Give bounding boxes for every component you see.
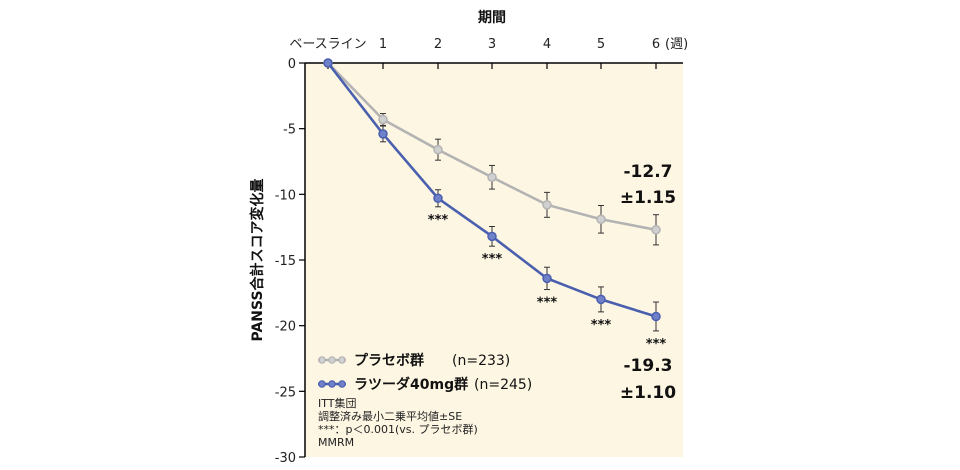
data-point [651, 225, 661, 235]
significance-marker: *** [428, 213, 449, 228]
data-point [433, 193, 443, 204]
significance-marker: *** [537, 296, 558, 311]
x-tick-label: ベースライン [289, 37, 366, 52]
y-tick-label: -30 [275, 451, 296, 466]
data-point [487, 231, 497, 242]
data-point [596, 214, 606, 225]
y-tick-label: -25 [275, 385, 296, 400]
x-tick-label: 2 [434, 37, 442, 52]
legend-name: プラセボ群 [354, 352, 424, 369]
legend-swatch-point [338, 380, 346, 388]
series-1 [323, 58, 661, 332]
placebo-end-se: ±1.15 [620, 188, 676, 208]
y-axis-title: PANSS合計スコア変化量 [249, 178, 266, 341]
significance-marker: *** [591, 318, 612, 333]
x-tick-label: 6 [652, 37, 660, 52]
legend-swatch-point [328, 380, 336, 388]
x-tick-label: 5 [597, 37, 605, 52]
data-point [542, 273, 552, 284]
y-tick-label: 0 [288, 57, 296, 72]
x-tick-label: 4 [543, 37, 551, 52]
legend: プラセボ群 (n=233) ラツーダ40mg群 (n=245) [318, 352, 532, 393]
legend-swatch-point [338, 356, 346, 364]
legend-swatch-point [318, 356, 326, 364]
note-line: ITT集団 [318, 396, 357, 410]
legend-n: (n=233) [452, 353, 510, 369]
legend-swatch-point [318, 380, 326, 388]
significance-marker: *** [646, 337, 667, 352]
y-tick-label: -20 [275, 320, 296, 335]
plot-background [305, 63, 683, 457]
y-tick-label: -15 [275, 254, 296, 269]
y-tick-label: -10 [275, 188, 296, 203]
legend-n: (n=245) [474, 377, 532, 393]
data-point [433, 144, 443, 155]
legend-swatch-point [328, 356, 336, 364]
note-line: 調整済み最小二乗平均値±SE [318, 409, 462, 423]
x-unit-label: (週) [665, 37, 688, 52]
data-point [487, 172, 497, 183]
drug-end-se: ±1.10 [620, 383, 676, 403]
data-point [542, 200, 552, 210]
data-point [596, 294, 606, 305]
data-point [378, 114, 388, 125]
legend-name: ラツーダ40mg群 [354, 376, 468, 393]
labels-layer: *** *** *** *** *** -12.7 ±1.15 -19.3 ±1.10 [428, 162, 676, 403]
data-point [651, 311, 661, 322]
x-tick-label: 3 [488, 37, 496, 52]
drug-end-value: -19.3 [624, 356, 673, 376]
x-axis-title: 期間 [478, 10, 506, 26]
placebo-end-value: -12.7 [624, 162, 673, 182]
note-line: ***：p＜0.001(vs. プラセボ群) [318, 422, 478, 436]
note-line: MMRM [318, 436, 354, 449]
x-tick-label: 1 [379, 37, 387, 52]
series-layer [323, 58, 661, 332]
data-point [323, 58, 333, 68]
axes: 0 -5 -10 -15 -20 -25 -30 ベースライン 1 2 3 4 5 6 (週) 期間 PANSS… [249, 10, 688, 466]
significance-marker: *** [482, 252, 503, 267]
data-point [378, 129, 388, 139]
y-tick-label: -5 [283, 123, 296, 138]
